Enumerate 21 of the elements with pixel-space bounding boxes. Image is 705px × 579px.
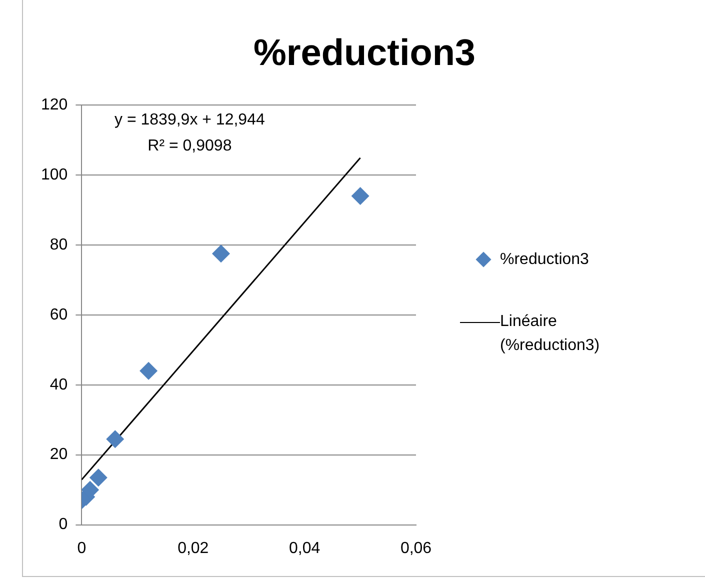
x-tick-label: 0 <box>77 540 86 557</box>
x-tick-label: 0,04 <box>288 540 320 557</box>
x-tick-label: 0,06 <box>400 540 432 557</box>
annotation: R² = 0,9098 <box>148 137 232 154</box>
point <box>212 244 230 263</box>
y-tick-label: 80 <box>50 236 68 254</box>
y-tick-label: 60 <box>50 306 68 324</box>
y-tick-label: 20 <box>50 446 68 464</box>
annotation: y = 1839,9x + 12,944 <box>114 111 265 128</box>
x-tick-label: 0,02 <box>178 540 209 557</box>
y-tick-label: 0 <box>58 516 68 534</box>
y-tick-label: 120 <box>40 96 68 114</box>
point <box>140 362 158 380</box>
point <box>89 468 108 487</box>
y-tick-label: 40 <box>50 376 68 394</box>
chart-title: %reduction3 <box>252 32 477 74</box>
point <box>351 186 370 205</box>
legend-label: Linéaire (%reduction3) <box>500 312 601 356</box>
legend-label: %reduction3 <box>500 250 590 270</box>
y-tick-label: 100 <box>40 166 68 184</box>
point <box>106 430 124 448</box>
